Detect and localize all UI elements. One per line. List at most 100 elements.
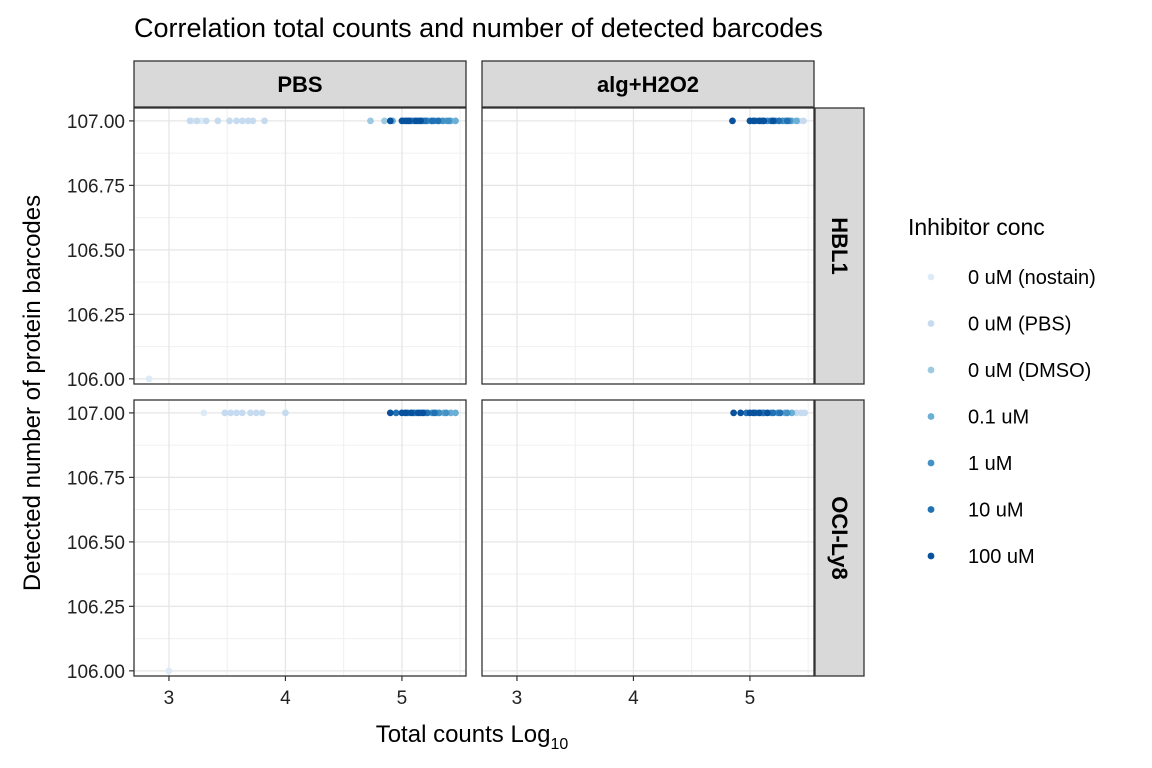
data-point [412, 117, 420, 125]
data-point [214, 117, 222, 125]
x-tick-label: 5 [397, 688, 408, 709]
data-point [165, 667, 173, 675]
data-point [145, 375, 153, 383]
data-point [764, 409, 771, 417]
data-point [244, 117, 252, 125]
data-point [233, 117, 240, 125]
x-tick-label: 3 [164, 688, 175, 709]
panel-border [481, 399, 815, 677]
data-point [428, 117, 436, 125]
legend-key [927, 273, 935, 281]
x-axis-title: Total counts Log10 [376, 721, 569, 753]
data-point [402, 409, 409, 417]
data-point [227, 409, 235, 417]
plot-area: PBS alg+H2O2 HBL1 OCI-Ly8 106.00 106.25 106.50… [67, 60, 865, 709]
panel-0-1 [481, 107, 815, 385]
y-tick-label: 106.75 [67, 176, 125, 197]
data-point [783, 409, 791, 417]
data-point [452, 409, 459, 417]
x-tick-label: 5 [745, 688, 756, 709]
y-tick-label: 106.25 [67, 305, 125, 326]
data-point [434, 117, 442, 125]
data-point [261, 117, 268, 125]
data-point [755, 409, 763, 417]
x-tick-label: 4 [280, 688, 291, 709]
data-point [431, 409, 438, 417]
data-point [202, 117, 210, 125]
data-point [447, 409, 455, 417]
y-tick-label: 106.00 [67, 662, 125, 683]
data-point [452, 117, 459, 125]
legend-key [927, 552, 935, 560]
data-point [221, 409, 229, 417]
data-point [386, 409, 394, 417]
data-point [750, 117, 757, 125]
data-point [238, 409, 246, 417]
data-point [755, 117, 763, 125]
legend-label: 0 uM (PBS) [968, 314, 1071, 336]
data-point [783, 117, 791, 125]
facet-strip-row-label-1: OCI-Ly8 [827, 496, 852, 580]
y-tick-label: 106.75 [67, 468, 125, 489]
legend-key [927, 320, 935, 327]
x-axis-title-subscript: 10 [551, 736, 569, 753]
data-point [392, 409, 400, 417]
data-point [776, 409, 784, 417]
data-point [226, 117, 233, 125]
x-axis-title-main: Total counts Log [376, 721, 551, 748]
data-point [800, 117, 807, 125]
data-point [186, 117, 194, 125]
y-axis-title: Detected number of protein barcodes [19, 195, 46, 591]
data-point [238, 117, 246, 125]
data-point [414, 409, 422, 417]
data-point [760, 117, 768, 125]
data-point [417, 117, 424, 125]
panel-0-0: 106.00 106.25 106.50 106.75 107.00 [67, 107, 467, 391]
y-tick-label: 106.25 [67, 597, 125, 618]
legend-label: 0 uM (nostain) [968, 267, 1096, 289]
data-point [398, 117, 406, 125]
data-point [729, 117, 736, 125]
y-tick-label: 107.00 [67, 112, 125, 133]
data-point [233, 409, 240, 417]
legend-key [927, 366, 935, 374]
y-tick-label: 107.00 [67, 404, 125, 425]
facet-strip-col-label-0: PBS [277, 72, 322, 97]
panel-border [133, 399, 467, 677]
x-tick-label: 4 [628, 688, 639, 709]
data-point [258, 409, 266, 417]
data-point [769, 409, 777, 417]
data-point [801, 409, 809, 417]
y-tick-label: 106.00 [67, 370, 125, 391]
panel-1-0: 106.00 106.25 106.50 106.75 107.00 3 4 5 [67, 399, 467, 709]
legend-key [927, 413, 935, 420]
legend-label: 100 uM [968, 546, 1035, 568]
y-tick-label: 106.50 [67, 533, 125, 554]
data-point [421, 117, 429, 125]
data-point [282, 409, 289, 417]
data-point [730, 409, 738, 417]
data-point [386, 117, 394, 125]
x-tick-label: 3 [512, 688, 523, 709]
legend-title: Inhibitor conc [908, 214, 1045, 240]
data-point [769, 117, 777, 125]
data-point [419, 409, 427, 417]
data-point [407, 409, 415, 417]
data-point [198, 117, 205, 125]
data-point [249, 117, 257, 125]
facet-strip-col-1 [481, 60, 815, 108]
data-point [367, 117, 374, 125]
data-point [424, 409, 431, 417]
data-point [435, 409, 443, 417]
legend: 0 uM (nostain) 0 uM (PBS) 0 uM (DMSO) 0.1 u… [927, 267, 1096, 568]
data-point [788, 409, 796, 417]
data-point [252, 409, 260, 417]
data-point [737, 409, 745, 417]
data-point [193, 117, 201, 125]
panel-border [133, 107, 467, 385]
legend-label: 0 uM (DMSO) [968, 360, 1091, 382]
panel-border [481, 107, 815, 385]
data-point [247, 409, 254, 417]
legend-key [927, 459, 935, 467]
legend-key [927, 506, 935, 513]
